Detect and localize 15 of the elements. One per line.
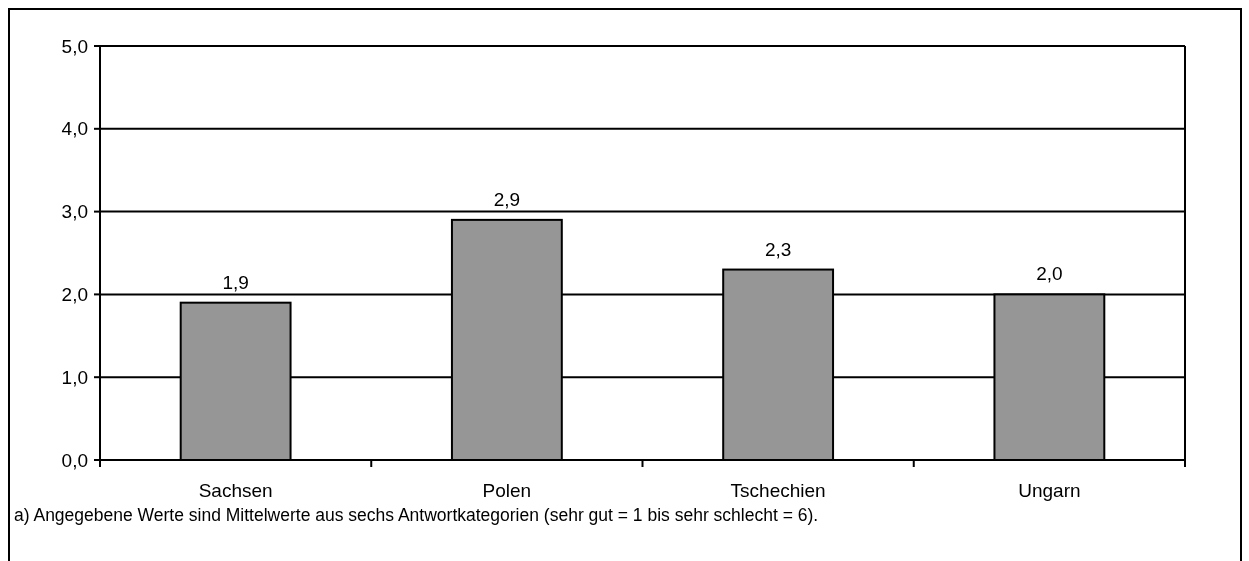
- y-tick-label: 1,0: [61, 366, 88, 388]
- y-tick-label: 3,0: [61, 201, 88, 223]
- text: a) Angegebene Werte sind Mittelwerte aus sechs Antwortkategorien (sehr gut = 1 bis sehr schlecht = 6).: [14, 505, 819, 525]
- x-tick-label: Ungarn: [1018, 480, 1081, 501]
- data-label: 2,3: [764, 238, 792, 260]
- y-tick-label: 5,0: [61, 35, 88, 57]
- data-label: 1,9: [222, 271, 249, 293]
- data-label: 2,0: [1036, 263, 1063, 285]
- y-tick-label: 4,0: [61, 118, 88, 140]
- y-tick-label: 0,0: [61, 449, 88, 471]
- x-tick-label: Sachsen: [198, 480, 273, 501]
- x-tick-label: Polen: [482, 480, 532, 501]
- data-label: 2,9: [493, 188, 521, 210]
- x-tick-label: Tschechien: [730, 480, 826, 501]
- y-tick-label: 2,0: [61, 284, 88, 306]
